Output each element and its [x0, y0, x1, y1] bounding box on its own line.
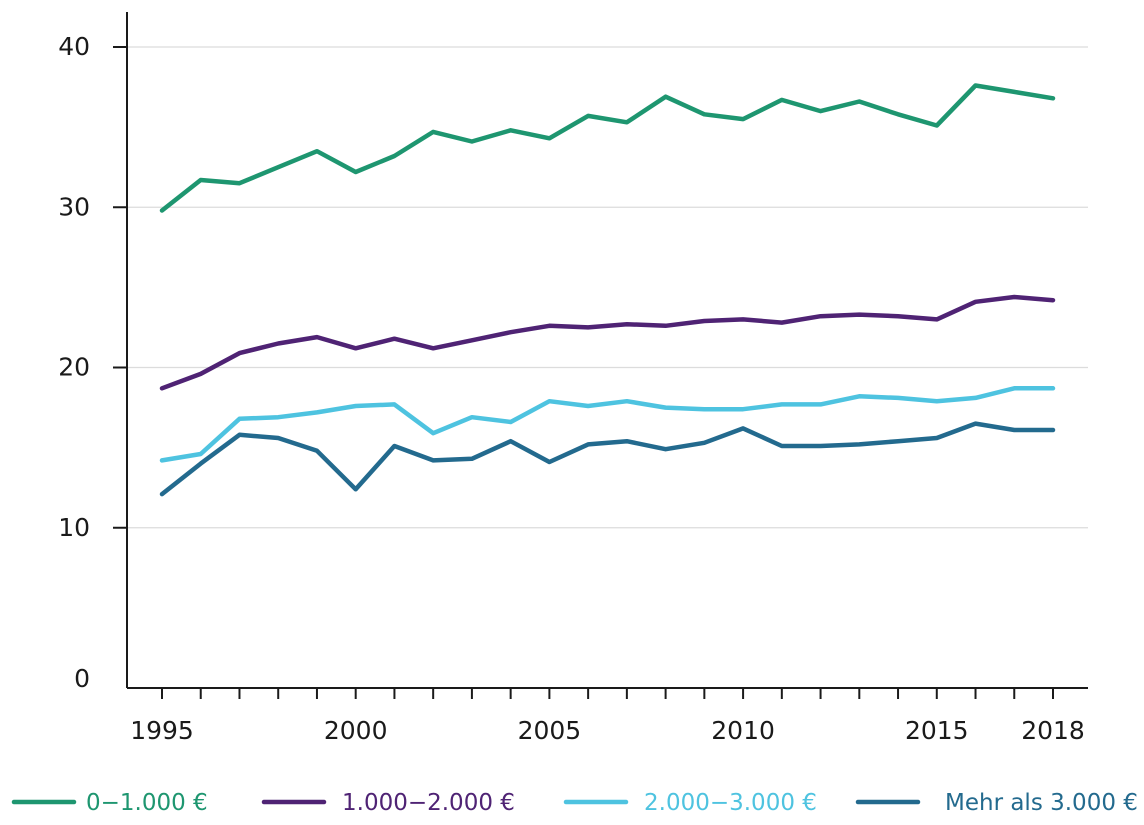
x-tick-label: 2015 — [905, 716, 969, 745]
series-line-1 — [159, 83, 1056, 213]
legend-label: 2.000−3.000 € — [644, 790, 817, 816]
series-lines — [159, 83, 1056, 497]
y-tick-label: 30 — [58, 192, 90, 221]
gridlines — [127, 46, 1088, 529]
legend-item: Mehr als 3.000 € — [855, 790, 1138, 816]
legend-label: 1.000−2.000 € — [342, 790, 515, 816]
legend-item: 0−1.000 € — [11, 790, 208, 816]
x-tick-label: 2018 — [1021, 716, 1085, 745]
y-tick-label: 20 — [58, 353, 90, 382]
tick-labels: 0 10 20 30 40 1995 2000 2005 2010 2015 2018 — [58, 32, 1085, 745]
axes — [113, 12, 1088, 699]
x-tick-label: 2005 — [518, 716, 582, 745]
y-tick-label: 40 — [58, 32, 90, 61]
series-line-3 — [159, 386, 1056, 463]
legend-item: 1.000−2.000 € — [261, 790, 515, 816]
series-line-4 — [159, 421, 1056, 497]
y-tick-label: 10 — [58, 513, 90, 542]
legend-item: 2.000−3.000 € — [563, 790, 817, 816]
x-tick-label: 2010 — [711, 716, 775, 745]
legend-label: Mehr als 3.000 € — [945, 790, 1138, 816]
x-tick-label: 1995 — [130, 716, 194, 745]
legend-label: 0−1.000 € — [86, 790, 208, 816]
y-tick-label: 0 — [74, 664, 90, 693]
series-line-2 — [159, 294, 1056, 391]
legend: 0−1.000 € 1.000−2.000 € 2.000−3.000 € Mehr … — [11, 790, 1138, 816]
x-tick-label: 2000 — [324, 716, 388, 745]
